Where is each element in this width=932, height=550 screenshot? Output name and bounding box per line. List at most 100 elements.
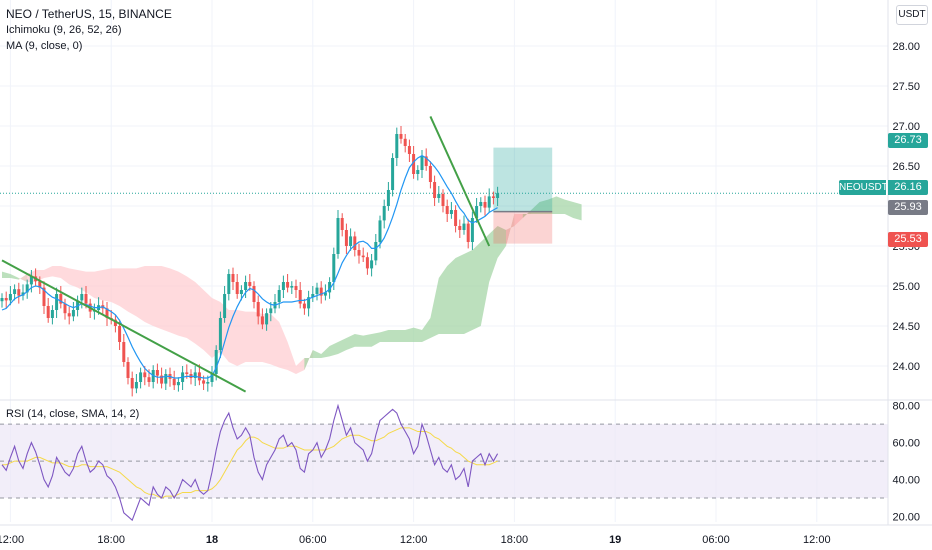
candle-body (281, 282, 285, 290)
candle-body (353, 236, 357, 250)
candle-body (378, 220, 382, 242)
candle-body (63, 303, 67, 314)
candle-body (164, 374, 168, 384)
candle-body (0, 298, 4, 302)
ichimoku-legend[interactable]: Ichimoku (9, 26, 52, 26) (6, 24, 122, 36)
rsi-line (1, 403, 499, 522)
candle-body (84, 294, 88, 304)
currency-button[interactable]: USDT (896, 5, 928, 25)
candle-body (269, 308, 273, 314)
ma-legend[interactable]: MA (9, close, 0) (6, 40, 83, 52)
candle-body (277, 290, 281, 302)
rsi-tick-label: 80.00 (892, 401, 920, 413)
candle-body (286, 282, 290, 288)
loss-zone (493, 211, 553, 244)
time-tick-label: 06:00 (702, 534, 730, 546)
cloud-bull (2, 271, 28, 282)
candle-body (38, 281, 42, 288)
candle-body (361, 255, 365, 258)
candle-body (424, 156, 428, 166)
symbol-price-tag: NEOUSDT (839, 180, 888, 195)
candle-body (445, 206, 449, 214)
candle-body (290, 286, 294, 288)
candle-body (21, 292, 25, 296)
candle-body (59, 294, 63, 304)
candle-body (340, 218, 344, 230)
candle-body (311, 294, 315, 298)
candle-body (50, 310, 54, 318)
candle-body (118, 326, 122, 342)
rsi-legend[interactable]: RSI (14, close, SMA, 14, 2) (6, 408, 140, 420)
long-position-tool[interactable] (493, 147, 553, 244)
candle-body (391, 158, 395, 190)
candle-body (344, 230, 348, 246)
candle-body (80, 294, 84, 301)
candle-body (176, 382, 180, 386)
candle-body (428, 166, 432, 182)
candle-body (315, 287, 319, 294)
cloud-bear (18, 266, 313, 374)
candle-body (46, 306, 50, 318)
time-tick-label: 12:00 (803, 534, 831, 546)
price-tick-label: 24.00 (892, 361, 920, 373)
candle-body (122, 342, 126, 362)
candle-body (437, 194, 441, 198)
candle-body (71, 310, 75, 317)
candle-body (365, 257, 369, 269)
candle-body (470, 218, 474, 242)
rsi-pane (0, 403, 888, 522)
candle-body (491, 196, 495, 198)
candle-body (441, 194, 445, 206)
candle-body (67, 313, 71, 317)
candle-body (218, 318, 222, 350)
candle-body (76, 300, 80, 310)
candle-body (298, 290, 302, 304)
candle-body (172, 378, 176, 386)
candle-body (475, 206, 479, 218)
candle-body (134, 382, 138, 389)
candle-body (244, 282, 248, 290)
trendlines[interactable] (1, 115, 491, 393)
candle-body (227, 274, 231, 294)
profit-zone (493, 147, 553, 212)
cloud-bull (522, 196, 582, 221)
candle-body (139, 372, 143, 382)
stop-price-tag: 25.53 (888, 232, 928, 247)
candle-body (25, 284, 29, 293)
candle-body (319, 287, 323, 296)
time-tick-label: 19 (609, 534, 621, 546)
candle-body (449, 210, 453, 214)
candle-body (206, 382, 210, 384)
candle-body (395, 134, 399, 158)
candle-body (260, 316, 264, 325)
time-tick-label: 06:00 (299, 534, 327, 546)
candle-body (214, 350, 218, 374)
candle-body (210, 374, 214, 382)
candle-body (8, 294, 12, 301)
ichimoku-cloud (2, 196, 582, 374)
price-tick-label: 27.50 (892, 81, 920, 93)
candle-body (483, 202, 487, 208)
rsi-tick-label: 20.00 (892, 511, 920, 523)
symbol-title[interactable]: NEO / TetherUS, 15, BINANCE (6, 7, 172, 21)
candle-body (332, 254, 336, 282)
candle-body (416, 170, 420, 174)
trendline (1, 259, 247, 393)
candle-body (265, 313, 269, 325)
candle-body (248, 282, 252, 286)
candle-body (496, 193, 500, 198)
candle-body (252, 286, 256, 302)
candle-body (256, 302, 260, 317)
candle-body (160, 375, 164, 384)
candle-body (479, 202, 483, 206)
candle-body (113, 319, 117, 326)
candle-body (349, 236, 353, 246)
candle-body (386, 190, 390, 206)
time-tick-label: 18:00 (97, 534, 125, 546)
price-tick-label: 26.50 (892, 161, 920, 173)
candle-body (374, 242, 378, 261)
candle-body (29, 276, 33, 285)
candle-body (487, 196, 491, 208)
candle-body (239, 290, 243, 294)
